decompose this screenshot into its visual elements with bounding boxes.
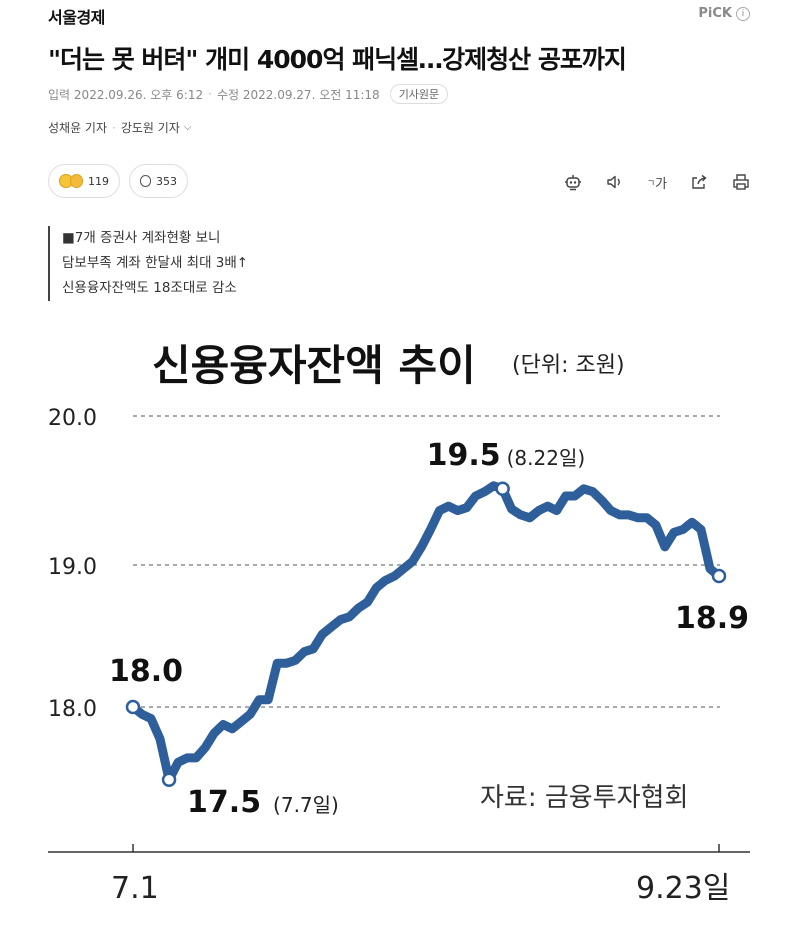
article-headline: "더는 못 버텨" 개미 4000억 패닉셀…강제청산 공포까지 (48, 45, 627, 74)
chart-source: 자료: 금융투자협회 (480, 783, 688, 813)
summary-line: 담보부족 계좌 한달새 최대 3배↑ (62, 255, 249, 271)
original-article-button[interactable]: 기사원문 (389, 84, 449, 104)
audio-button[interactable] (605, 172, 625, 192)
meta-separator: · (208, 87, 212, 101)
summary-bot-icon (565, 175, 581, 191)
share-icon (692, 174, 707, 189)
article-summary: ■7개 증권사 계좌현황 보니 담보부족 계좌 한달새 최대 3배↑ 신용융자잔… (48, 226, 248, 301)
y-tick-label: 19.0 (48, 555, 97, 580)
chart-svg: 신용융자잔액 추이 (단위: 조원) 20.0 19.0 18.0 18.0 17… (0, 318, 795, 937)
font-size-label: 가 (655, 176, 668, 192)
speaker-icon (607, 175, 620, 189)
article-meta: 입력 2022.09.26. 오후 6:12 · 수정 2022.09.27. … (48, 84, 449, 104)
chart-unit: (단위: 조원) (512, 353, 625, 378)
annotation-value-label: 18.9 (675, 601, 749, 636)
annotation-date-label: (7.7일) (273, 793, 339, 817)
reaction-button[interactable]: 119 (48, 164, 120, 198)
annotation-point (495, 481, 510, 496)
reporter-line[interactable]: 성채윤 기자 · 강도원 기자 ⌵ (48, 119, 191, 136)
chart-background (0, 318, 795, 937)
modified-label: 수정 (216, 87, 240, 102)
x-tick-label: 9.23일 (636, 871, 730, 906)
annotation-markers: 18.0 17.5 (7.7일) 19.5 (8.22일) 18.9 (109, 438, 749, 820)
print-icon (733, 174, 749, 190)
annotation-point (161, 772, 177, 787)
info-icon[interactable]: i (736, 6, 750, 21)
y-tick-label: 18.0 (48, 697, 97, 722)
share-button[interactable] (689, 172, 709, 192)
summary-line: 신용융자잔액도 18조대로 감소 (62, 280, 237, 296)
chevron-down-icon[interactable]: ⌵ (183, 122, 192, 133)
summary-line: ■7개 증권사 계좌현황 보니 (62, 230, 221, 246)
reaction-emoji-icon (69, 174, 83, 188)
annotation-value-label: 17.5 (187, 785, 261, 820)
summary-bot-button[interactable] (563, 172, 583, 192)
input-label: 입력 (48, 87, 71, 102)
press-header: 서울경제 PiCK i (48, 0, 750, 32)
credit-balance-chart: 신용융자잔액 추이 (단위: 조원) 20.0 19.0 18.0 18.0 17… (0, 318, 795, 937)
press-logo[interactable]: 서울경제 (48, 8, 105, 27)
y-tick-label: 20.0 (48, 406, 97, 431)
annotation-value-label: 18.0 (109, 654, 183, 689)
print-button[interactable] (731, 172, 751, 192)
reporter-name[interactable]: 성채윤 기자 (48, 121, 108, 135)
comment-bubble-icon (140, 175, 151, 187)
pick-badge[interactable]: PiCK i (698, 6, 750, 21)
annotation-value-label: 19.5 (427, 438, 501, 473)
annotation-date-label: (8.22일) (507, 446, 586, 470)
pick-label: PiCK (698, 6, 732, 21)
chart-title: 신용융자잔액 추이 (152, 341, 476, 390)
series-line (128, 481, 724, 785)
comment-count: 353 (156, 174, 177, 188)
reaction-count: 119 (88, 174, 109, 188)
modified-time: 2022.09.27. 오전 11:18 (242, 87, 380, 102)
annotation-point (711, 568, 727, 584)
x-tick-label: 7.1 (111, 871, 159, 906)
input-time: 2022.09.26. 오후 6:12 (73, 87, 204, 102)
reporter-separator: · (112, 120, 116, 135)
font-size-icon: ㄱ (646, 178, 656, 189)
comment-button[interactable]: 353 (129, 164, 188, 198)
annotation-point (125, 699, 141, 715)
reporter-name[interactable]: 강도원 기자 (120, 121, 180, 135)
